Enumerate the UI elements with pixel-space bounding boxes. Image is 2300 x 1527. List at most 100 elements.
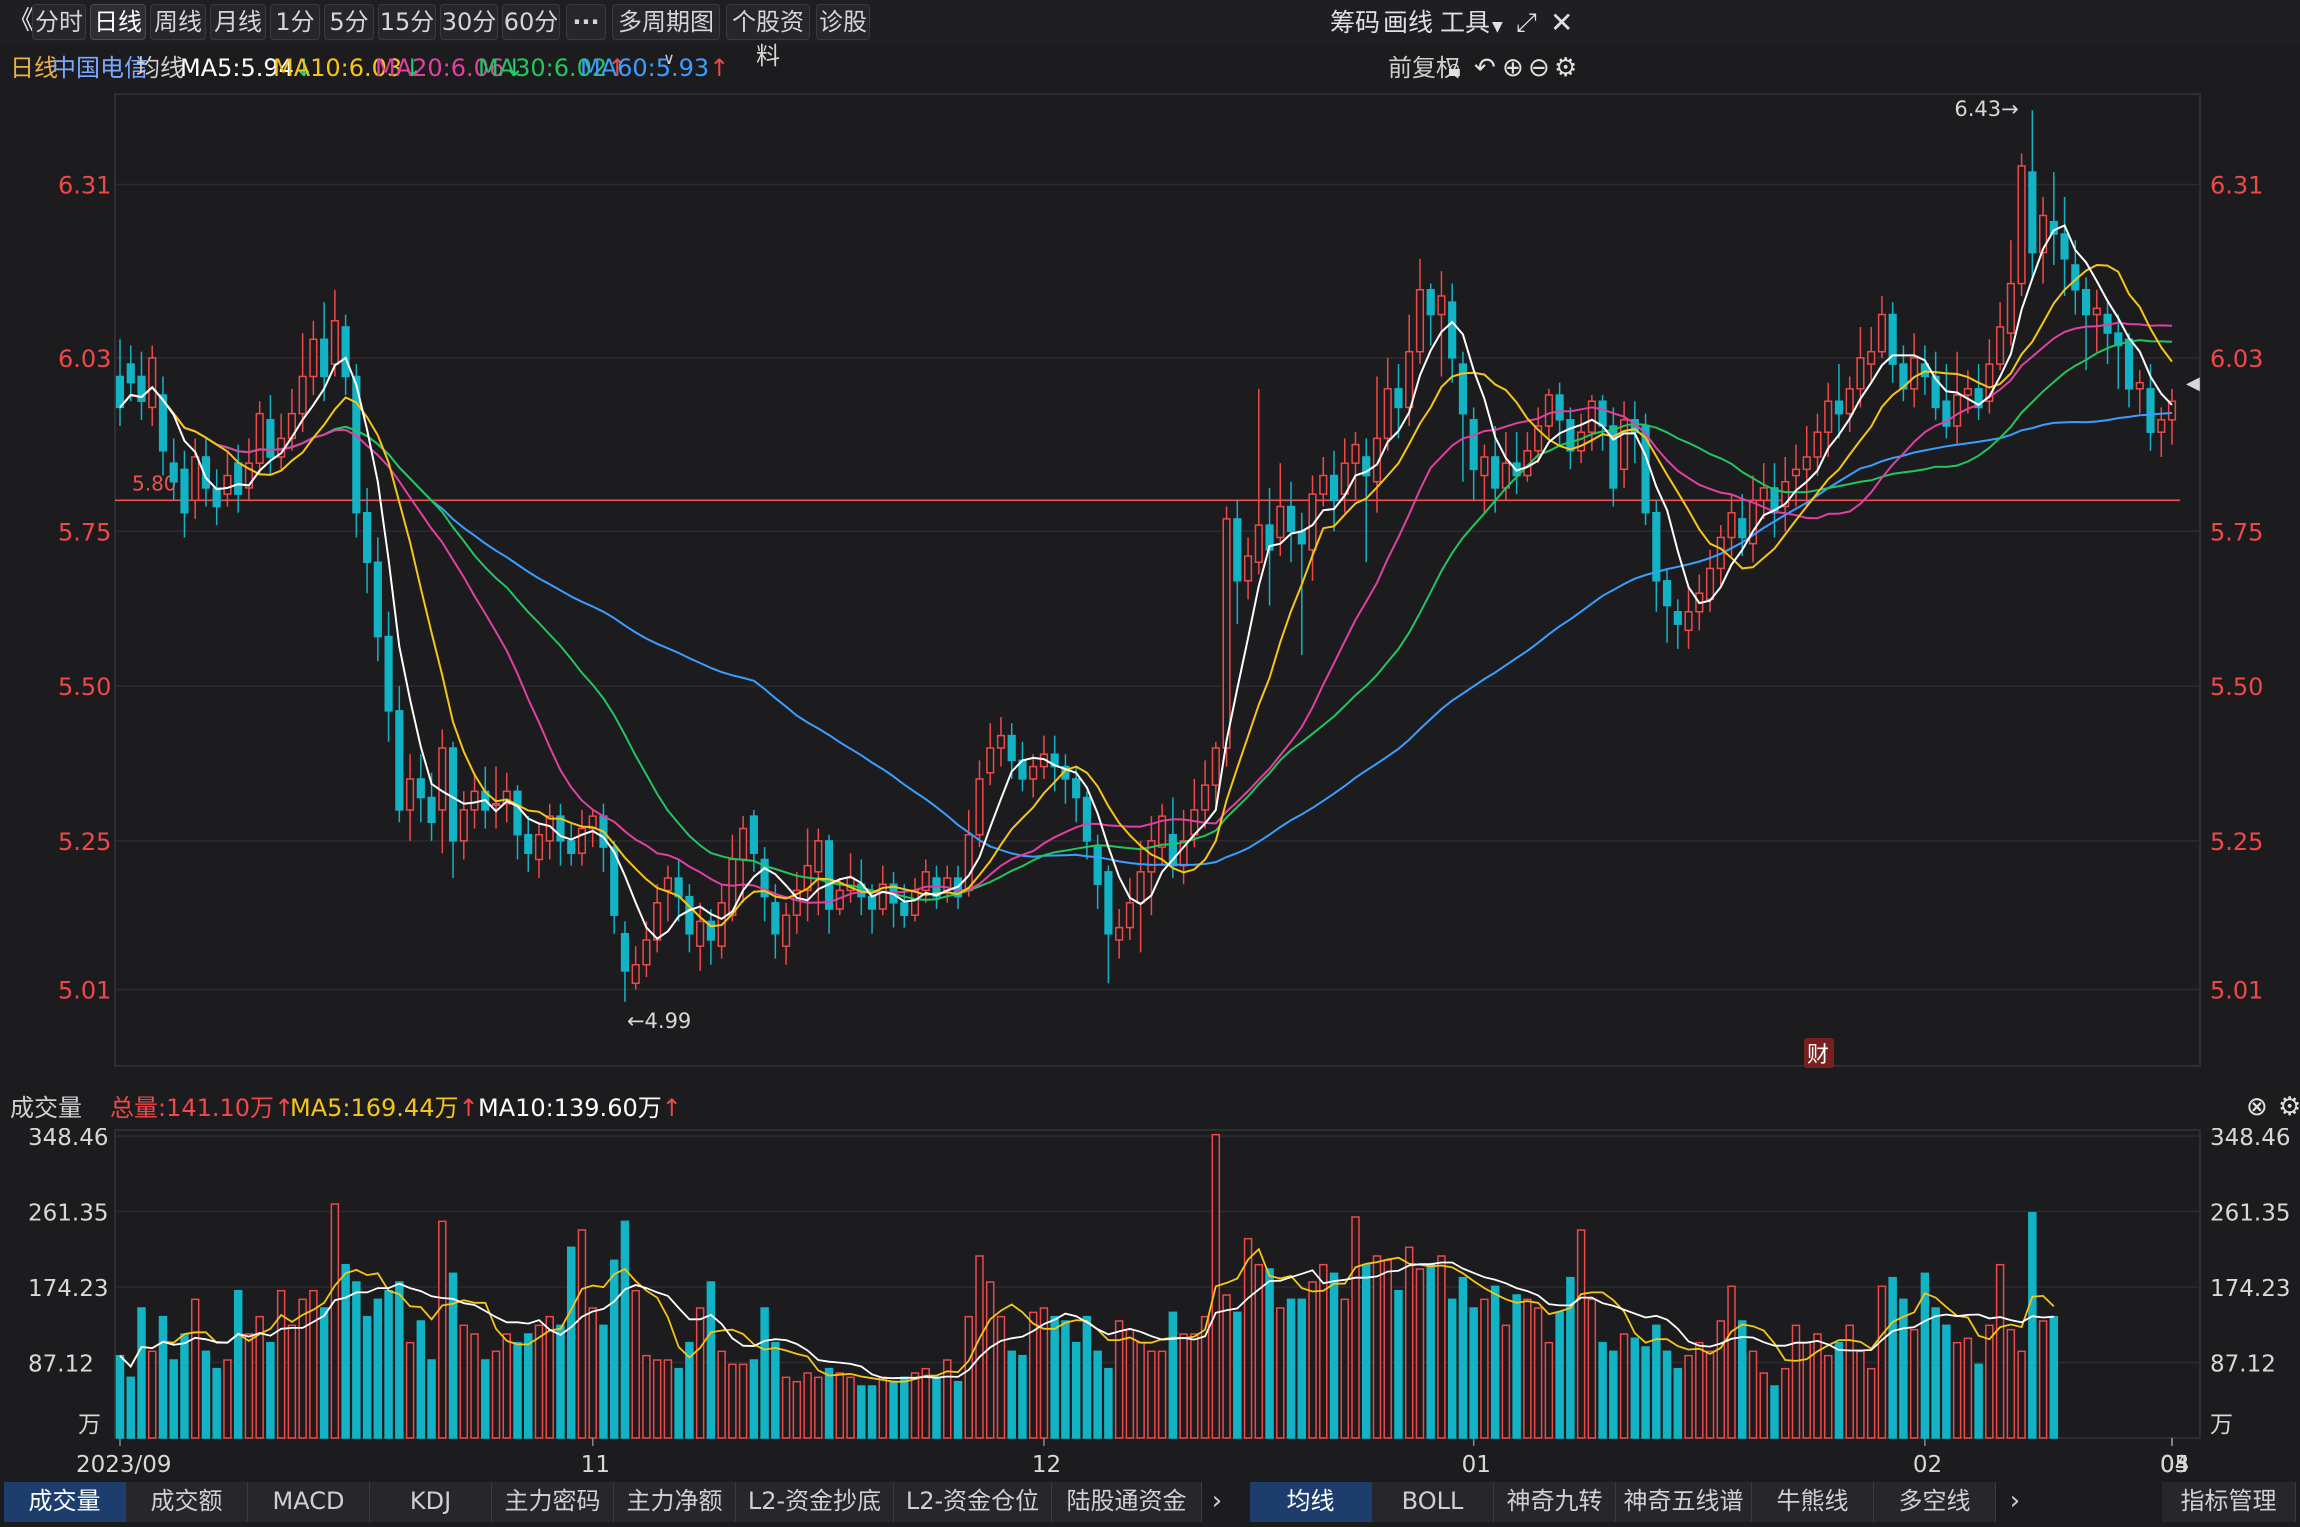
candle (502, 772, 511, 823)
close-panel-icon[interactable]: ⊗ (2246, 1092, 2268, 1122)
close-icon[interactable]: ✕ (1550, 6, 1574, 39)
stock-info-button[interactable]: 个股资料 (726, 4, 810, 70)
volume-bar (223, 1359, 232, 1439)
ma-settings-label[interactable]: 均线 (136, 54, 184, 82)
volume-tick-left: 87.12 (28, 1351, 94, 1377)
price-tick-left: 6.31 (58, 172, 111, 200)
volume-tick-left: 174.23 (28, 1276, 108, 1302)
candle-body (631, 963, 640, 985)
price-adjust-label[interactable]: 前复权 (1388, 54, 1460, 82)
tools-button[interactable]: 工具 ▼ (1440, 6, 1503, 44)
candle-body (502, 790, 511, 805)
chip-button[interactable]: 筹码 (1330, 8, 1381, 37)
candle-body (642, 939, 651, 966)
tab-60min[interactable]: 60分 (502, 4, 560, 40)
tab-daily[interactable]: 日线 (90, 4, 146, 40)
tab-5min[interactable]: 5分 (324, 4, 374, 40)
tab-30min[interactable]: 30分 (440, 4, 498, 40)
candle (491, 766, 501, 829)
draw-line-button[interactable]: 画线 (1383, 8, 1434, 37)
candle-body (921, 871, 930, 892)
stock-name[interactable]: 中国电信 (52, 54, 148, 82)
tab-l2-position[interactable]: L2-资金仓位 (894, 1482, 1052, 1522)
tab-volume[interactable]: 成交量 (4, 1482, 126, 1522)
candle (2060, 196, 2069, 296)
volume-bar (1093, 1350, 1102, 1439)
back-icon[interactable]: 《 (8, 6, 35, 36)
zoom-in-icon[interactable]: ⊕ (1502, 53, 1524, 83)
diagnose-button[interactable]: 诊股 (816, 4, 870, 40)
volume-bar (1319, 1263, 1328, 1439)
volume-bar (147, 1350, 157, 1439)
tab-magic-nine[interactable]: 神奇九转 (1494, 1482, 1616, 1522)
price-chart[interactable]: 6.31 6.31 6.03 6.03 5.75 5.75 5.50 5.50 5.25 5.25… (0, 90, 2300, 1080)
price-tick-left: 6.03 (58, 345, 111, 373)
volume-bar (115, 1354, 125, 1439)
tab-macd[interactable]: MACD (248, 1482, 370, 1522)
volume-tick-right: 261.35 (2210, 1200, 2290, 1226)
volume-bar (1018, 1354, 1027, 1439)
candle-body (1211, 747, 1220, 786)
tab-bull-bear[interactable]: 牛熊线 (1752, 1482, 1874, 1522)
candle (760, 847, 769, 922)
candle-body (180, 468, 189, 514)
undo-icon[interactable]: ↶ (1474, 53, 1496, 83)
candle (2146, 364, 2155, 451)
candle (2114, 314, 2123, 389)
volume-bar (1856, 1350, 1865, 1439)
candle-body (1856, 357, 1865, 390)
tab-1min[interactable]: 1分 (270, 4, 320, 40)
candle (986, 723, 995, 786)
more-periods-button[interactable]: ··· (566, 4, 606, 40)
fullscreen-icon[interactable]: ⤢ (1516, 8, 1537, 38)
candle-body (1705, 567, 1715, 601)
candle-body (2028, 171, 2037, 254)
candle (2017, 153, 2026, 296)
candle-body (352, 375, 361, 514)
tab-minute[interactable]: 分时 (32, 4, 86, 40)
tab-main-force-net[interactable]: 主力净额 (614, 1482, 736, 1522)
tab-hk-connect[interactable]: 陆股通资金 (1052, 1482, 1202, 1522)
chevron-right-icon[interactable]: › (1202, 1482, 1232, 1522)
tab-boll[interactable]: BOLL (1372, 1482, 1494, 1522)
tab-kdj[interactable]: KDJ (370, 1482, 492, 1522)
candle-body (1050, 753, 1059, 768)
volume-chart[interactable]: 348.46 348.46 261.35 261.35 174.23 174.23 87.1… (0, 1128, 2300, 1482)
indicator-manage-button[interactable]: 指标管理 (2162, 1482, 2296, 1522)
candle (2006, 240, 2015, 346)
chevron-right-icon[interactable]: › (2000, 1482, 2030, 1522)
lock-icon[interactable]: 🔒︎ (1448, 54, 1461, 82)
tab-long-short[interactable]: 多空线 (1874, 1482, 1996, 1522)
volume-bar (126, 1376, 135, 1439)
candle-body (223, 474, 232, 495)
volume-bar (2028, 1211, 2037, 1439)
tab-ma[interactable]: 均线 (1250, 1482, 1372, 1522)
tab-turnover[interactable]: 成交额 (126, 1482, 248, 1522)
candle-body (1029, 765, 1038, 780)
tab-weekly[interactable]: 周线 (150, 4, 206, 40)
zoom-out-icon[interactable]: ⊖ (1528, 53, 1550, 83)
tab-l2-bottom[interactable]: L2-资金抄底 (736, 1482, 894, 1522)
panel-settings-icon[interactable]: ⚙ (2278, 1092, 2300, 1122)
volume-bar (1716, 1320, 1726, 1439)
volume-bar (1695, 1341, 1704, 1439)
candle-body (1136, 871, 1145, 904)
candle (137, 351, 146, 420)
candle-body (470, 790, 479, 811)
volume-bar (1190, 1333, 1199, 1439)
candle-body (1910, 357, 1919, 390)
multi-period-dropdown[interactable]: 多周期图 ∨ (612, 4, 720, 68)
tab-monthly[interactable]: 月线 (210, 4, 266, 40)
candle-body (900, 902, 909, 916)
tab-main-force-code[interactable]: 主力密码 (492, 1482, 614, 1522)
tab-magic-five[interactable]: 神奇五线谱 (1616, 1482, 1752, 1522)
tab-15min[interactable]: 15分 (378, 4, 436, 40)
settings-icon[interactable]: ⚙ (1554, 53, 1578, 83)
volume-bar (1533, 1307, 1543, 1439)
candle (1383, 357, 1392, 451)
candle-body (438, 747, 447, 811)
candle (1620, 401, 1629, 488)
candle (545, 803, 554, 860)
volume-bar (1566, 1276, 1575, 1439)
candle (481, 766, 490, 829)
